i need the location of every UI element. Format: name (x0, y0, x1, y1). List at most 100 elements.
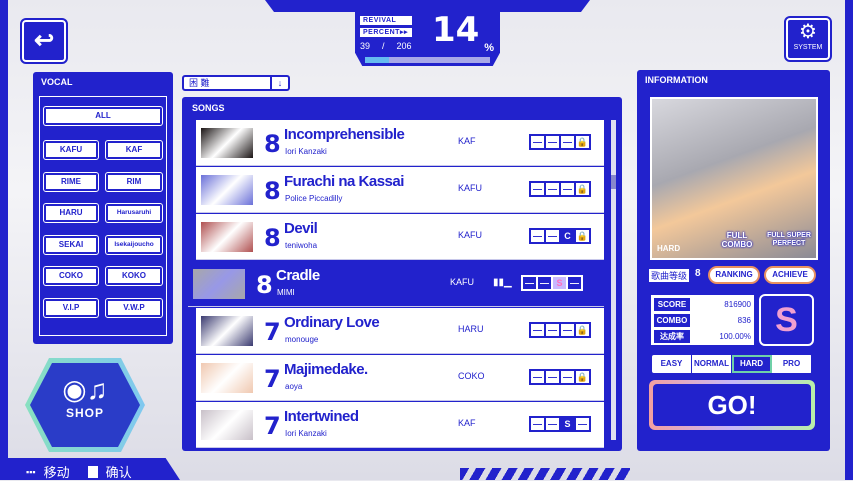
vocal-filter-kafu[interactable]: KAFU (43, 140, 99, 160)
vocal-filter-sekai[interactable]: SEKAI (43, 234, 99, 255)
song-artist: Iori Kanzaki (285, 147, 327, 156)
difficulty-normal[interactable]: NORMAL (692, 355, 732, 373)
lock-icon: 🔒 (574, 134, 591, 150)
song-thumbnail (201, 363, 253, 393)
difficulty-dropdown[interactable]: 困 難 ↓ (182, 75, 290, 91)
rate-value: 100.00% (719, 332, 751, 341)
vocal-filter-vip[interactable]: V.I.P (43, 297, 99, 318)
progress-current: 39 (360, 41, 371, 51)
system-label: SYSTEM (793, 44, 823, 51)
vocal-filter-rime[interactable]: RIME (43, 171, 99, 192)
song-artist: teniwoha (285, 241, 318, 250)
chart-stats-icon[interactable]: ▮▮▁ (493, 277, 512, 288)
song-artist: MIMI (277, 288, 295, 297)
song-vocal: HARU (458, 324, 484, 334)
grade-slots: — — — 🔒 (529, 322, 591, 338)
vocal-panel: VOCAL ALL KAFU KAF RIME RIM HARU Harusaruhi SE… (33, 72, 173, 344)
bottom-deco (460, 468, 630, 480)
song-title: Incomprehensible (284, 126, 405, 143)
song-title: Furachi na Kassai (284, 173, 404, 190)
song-thumbnail (201, 222, 253, 252)
combo-value: 836 (737, 316, 751, 325)
vocal-filter-koko[interactable]: KOKO (105, 266, 163, 286)
score-label: SCORE (654, 298, 690, 311)
song-artist: aoya (285, 382, 303, 391)
dpad-icon: ▪▪▪ (26, 466, 36, 477)
vocal-filter-harusaruhi[interactable]: Harusaruhi (105, 203, 163, 223)
vocal-filter-coko[interactable]: COKO (43, 266, 99, 286)
percent-label: PERCENT▸▸ (360, 28, 412, 37)
difficulty-easy[interactable]: EASY (652, 355, 692, 373)
difficulty-hard[interactable]: HARD (732, 355, 772, 373)
song-row[interactable]: 8 Cradle MIMI KAFU ▮▮▁ — — S — (188, 261, 604, 307)
lock-icon: 🔒 (574, 322, 591, 338)
lock-icon: 🔒 (574, 369, 591, 385)
grade-slots: — — S — (529, 416, 591, 432)
rate-label: 达成率 (654, 330, 690, 343)
song-row[interactable]: 8 Incomprehensible Iori Kanzaki KAF — — — 🔒 (196, 120, 604, 166)
song-thumbnail (201, 128, 253, 158)
vocal-title: VOCAL (41, 77, 73, 87)
song-row[interactable]: 8 Devil teniwoha KAFU — — C 🔒 (196, 214, 604, 260)
songs-panel: SONGS 8 Incomprehensible Iori Kanzaki KA… (182, 97, 622, 451)
song-title: Majimedake. (284, 361, 368, 378)
back-button[interactable]: ↩ (20, 18, 68, 64)
hint-confirm: 确认 (105, 465, 132, 480)
song-title: Ordinary Love (284, 314, 380, 331)
top-deco (500, 0, 590, 12)
score-box: SCORE 816900 COMBO 836 达成率 100.00% (650, 294, 755, 346)
information-panel: INFORMATION HARD FULL COMBO FULL SUPER P… (637, 70, 830, 451)
song-thumbnail (193, 269, 245, 299)
system-button[interactable]: ⚙ SYSTEM (784, 16, 832, 62)
song-artist: Iori Kanzaki (285, 429, 327, 438)
vocal-filter-vwp[interactable]: V.W.P (105, 297, 163, 318)
song-title: Devil (284, 220, 318, 237)
full-perfect-badge: FULL SUPER PERFECT (767, 232, 811, 247)
song-row[interactable]: 7 Ordinary Love monouge HARU — — — 🔒 (196, 308, 604, 354)
music-disc-icon: ◉♫ (62, 374, 108, 405)
song-list-scrollbar[interactable] (611, 120, 616, 440)
arrow-down-icon: ↓ (270, 77, 288, 89)
song-row[interactable]: 7 Majimedake. aoya COKO — — — 🔒 (196, 355, 604, 401)
vocal-filter-haru[interactable]: HARU (43, 203, 99, 223)
song-artist: monouge (285, 335, 319, 344)
dropdown-value: 困 難 (189, 78, 210, 88)
song-row[interactable]: 7 Intertwined Iori Kanzaki KAF — — S — (196, 402, 604, 448)
vocal-inner: ALL KAFU KAF RIME RIM HARU Harusaruhi SEKAI Ise… (39, 96, 167, 336)
level-value: 8 (695, 268, 701, 279)
vocal-filter-kaf[interactable]: KAF (105, 140, 163, 160)
vocal-filter-isekaijoucho[interactable]: Isekaijoucho (105, 234, 163, 255)
song-vocal: KAF (458, 418, 476, 428)
song-vocal: KAF (458, 136, 476, 146)
rank-badge: S (759, 294, 814, 346)
percent-value: 14 (432, 10, 480, 50)
progress-sep: / (382, 41, 385, 51)
grade-slots: — — — 🔒 (529, 134, 591, 150)
songs-title: SONGS (192, 103, 225, 113)
shop-button[interactable]: ◉♫ SHOP (25, 358, 145, 452)
lock-icon: 🔒 (574, 228, 591, 244)
frame-left (0, 0, 8, 480)
song-level: 7 (264, 365, 281, 393)
vocal-filter-rim[interactable]: RIM (105, 171, 163, 192)
song-row[interactable]: 8 Furachi na Kassai Police Piccadilly KA… (196, 167, 604, 213)
difficulty-badge: HARD (657, 244, 681, 253)
grade-slot: — (574, 416, 591, 432)
grade-slots: — — S — (521, 275, 583, 291)
back-arrow-icon: ↩ (33, 27, 55, 54)
song-artwork (650, 97, 818, 260)
top-deco (265, 0, 355, 12)
ranking-button[interactable]: RANKING (708, 266, 760, 284)
song-level: 8 (264, 224, 281, 252)
song-level: 7 (264, 412, 281, 440)
difficulty-pro[interactable]: PRO (772, 355, 812, 373)
hint-move: 移动 (43, 465, 70, 480)
enter-key-icon (87, 465, 98, 478)
song-vocal: KAFU (450, 277, 475, 287)
lock-icon: 🔒 (574, 181, 591, 197)
song-thumbnail (201, 175, 253, 205)
grade-slot: — (566, 275, 583, 291)
achieve-button[interactable]: ACHIEVE (764, 266, 816, 284)
vocal-all-button[interactable]: ALL (43, 106, 163, 126)
go-button[interactable]: GO! (649, 380, 815, 430)
